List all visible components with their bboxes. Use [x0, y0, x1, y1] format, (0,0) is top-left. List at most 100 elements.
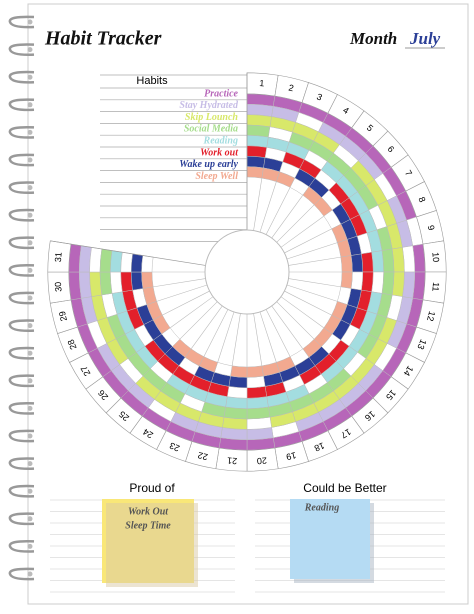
- day-cell: [110, 250, 123, 273]
- day-label: 17: [339, 427, 353, 441]
- day-cell: [225, 396, 248, 409]
- spoke: [284, 228, 332, 254]
- list-title: Habits: [136, 75, 168, 87]
- day-label: 5: [365, 123, 375, 134]
- spoke: [276, 204, 315, 243]
- day-cell: [130, 271, 144, 291]
- day-label: 4: [341, 105, 351, 116]
- day-label: 16: [363, 409, 377, 423]
- ring: [8, 43, 35, 56]
- ring-hole: [27, 185, 33, 191]
- center: [204, 229, 290, 315]
- ring: [8, 429, 35, 443]
- day-label: 9: [426, 224, 437, 231]
- spoke: [50, 240, 206, 266]
- spoke: [284, 290, 332, 316]
- spoke: [265, 187, 291, 235]
- habit-name: Wake up early: [179, 159, 238, 170]
- spoke: [231, 313, 241, 366]
- spoke: [259, 181, 277, 233]
- ring: [8, 264, 35, 277]
- spoke: [288, 256, 341, 266]
- day-cell: [230, 365, 248, 378]
- day-cell: [228, 375, 248, 389]
- day-cell: [246, 386, 268, 399]
- day-label: 1: [259, 78, 265, 88]
- day-cell: [120, 251, 133, 273]
- habit-name: Stay Hydrated: [179, 100, 239, 111]
- day-label: 6: [386, 144, 397, 154]
- day-label: 12: [425, 310, 437, 322]
- ring-hole: [27, 378, 33, 384]
- day-cell: [246, 135, 269, 148]
- binder-rings: [8, 15, 35, 581]
- day-label: 18: [313, 440, 326, 453]
- ring: [8, 181, 35, 194]
- ring: [8, 457, 35, 470]
- habit-name: Social Media: [184, 124, 238, 135]
- day-cell: [371, 271, 384, 294]
- habit-name: Work out: [200, 147, 239, 158]
- ring-hole: [27, 571, 33, 577]
- ring: [8, 291, 35, 305]
- habit-wheel: 1 234567891011121314151617181920212223242…: [47, 72, 447, 472]
- day-cell: [110, 271, 123, 294]
- ring: [8, 70, 35, 84]
- spoke: [259, 311, 277, 363]
- ring-hole: [27, 267, 33, 273]
- habit-name: Reading: [203, 135, 238, 146]
- day-cell: [246, 145, 268, 158]
- day-label: 30: [53, 281, 64, 292]
- day-label: 3: [315, 92, 323, 103]
- title: Habit Tracker: [44, 28, 162, 50]
- day-cell: [361, 251, 374, 273]
- spoke: [153, 278, 206, 288]
- day-label: 23: [168, 440, 181, 453]
- month-label: Month: [349, 29, 397, 48]
- day-cell: [141, 271, 154, 289]
- day-cell: [130, 253, 144, 273]
- ring-hole: [27, 516, 33, 522]
- spoke: [271, 194, 304, 239]
- ring-hole: [27, 433, 33, 439]
- spoke: [276, 301, 315, 340]
- better-note: [290, 499, 370, 579]
- day-cell: [226, 386, 248, 399]
- notes: Proud of Could be Better Work Out Sleep T…: [50, 481, 445, 593]
- day-cell: [350, 253, 364, 273]
- spoke: [288, 278, 341, 288]
- ring-hole: [27, 240, 33, 246]
- proud-item: Sleep Time: [125, 520, 171, 531]
- day-label: 21: [227, 455, 238, 466]
- ring-hole: [27, 19, 33, 25]
- spoke: [156, 284, 208, 302]
- day-cell: [246, 375, 266, 389]
- ring: [8, 98, 35, 112]
- spoke: [162, 290, 210, 316]
- ring-hole: [27, 323, 33, 329]
- better-title: Could be Better: [303, 481, 386, 495]
- day-label: 11: [430, 282, 441, 292]
- ring-hole: [27, 102, 33, 108]
- better-item: Reading: [304, 502, 339, 513]
- spoke: [265, 309, 291, 357]
- day-cell: [246, 365, 264, 378]
- ring: [8, 540, 35, 553]
- spoke: [203, 309, 229, 357]
- spoke: [286, 242, 338, 260]
- habit-name: Sleep Well: [195, 171, 238, 182]
- spoke: [280, 296, 325, 329]
- day-label: 10: [430, 252, 441, 263]
- day-cell: [361, 271, 374, 293]
- day-label: 19: [285, 450, 297, 462]
- ring-hole: [27, 74, 33, 80]
- ring: [8, 484, 35, 498]
- ring: [8, 319, 35, 332]
- ring: [8, 126, 35, 139]
- spoke: [169, 296, 214, 329]
- day-label: 25: [117, 409, 131, 423]
- day-label: 22: [197, 450, 209, 462]
- day-cell: [371, 250, 384, 273]
- day-label: 24: [141, 427, 155, 441]
- spoke: [190, 305, 223, 350]
